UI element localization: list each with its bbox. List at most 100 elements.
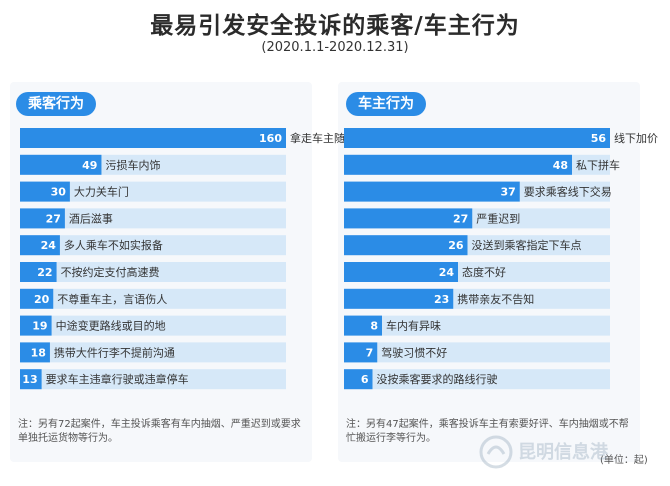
bar-category-label: 严重迟到 [476,211,520,225]
bar [344,288,454,309]
bar-track [20,315,286,336]
driver-note: 注：另有47起案件，乘客投诉车主有索要好评、车内抽烟或不帮忙搬运行李等行为。 [346,419,629,444]
bar [344,262,458,282]
bar-value-label: 27 [46,212,61,225]
bar-category-label: 要求车主违章行驶或违章停车 [46,372,189,386]
bar-row: 160 拿走车主随用物品 [20,128,378,148]
bar-value-label: 20 [34,293,50,306]
bar-track [344,342,610,363]
bar-row: 30 大力关车门 [20,181,286,202]
bar-category-label: 车内有异味 [386,319,441,333]
bar-track [20,369,286,390]
bar-row: 13 要求车主违章行驶或违章停车 [20,369,286,390]
bar-value-label: 22 [37,266,52,279]
bar-category-label: 携带大件行李不提前沟通 [54,345,175,359]
bar-value-label: 26 [448,239,464,252]
bar-category-label: 不尊重车主，言语伤人 [57,292,167,306]
bar [20,262,57,282]
bar-row: 27 酒后滋事 [20,208,286,229]
bar-value-label: 13 [22,373,37,386]
bar-value-label: 48 [553,159,568,172]
bar [20,154,102,175]
bar-track [20,342,286,363]
bar [20,342,50,363]
bar-value-label: 30 [51,186,67,199]
passenger-section-label: 乘客行为 [16,92,96,116]
bar-track [20,181,286,202]
bar [344,342,378,363]
bar-row: 8 车内有异味 [344,315,610,336]
bar [344,315,382,336]
bar [20,235,60,256]
bar-row: 24 多人乘车不如实报备 [20,235,286,256]
bar-row: 18 携带大件行李不提前沟通 [20,342,286,363]
bar [344,208,473,229]
passenger-note: 注：另有72起案件，车主投诉乘客有车内抽烟、严重迟到或要求单独托运货物等行为。 [18,419,301,444]
unit-label: (单位：起) [600,455,648,466]
bar-row: 22 不按约定支付高速费 [20,262,286,282]
bar-category-label: 大力关车门 [74,185,129,199]
bar-value-label: 160 [259,132,282,145]
bar-value-label: 49 [82,159,97,172]
bar-category-label: 中途变更路线或目的地 [56,319,166,333]
bar-value-label: 24 [439,266,455,279]
bar-row: 20 不尊重车主，言语伤人 [20,288,286,309]
bar-value-label: 56 [591,132,607,145]
bar-track [20,235,286,256]
bar [20,208,65,229]
bar-value-label: 8 [370,320,378,333]
bar-value-label: 27 [453,212,468,225]
bar-category-label: 携带亲友不告知 [457,292,534,306]
bar-track [20,208,286,229]
bar-row: 37 要求乘客线下交易 [344,181,612,202]
bar-track [344,369,610,390]
bar [344,235,468,256]
bar [20,181,70,202]
bar-row: 23 携带亲友不告知 [344,288,610,309]
bar [344,128,610,148]
bar [344,369,373,390]
driver-section-label: 车主行为 [346,92,426,116]
bar-category-label: 酒后滋事 [69,212,113,225]
bar-row: 48 私下拼车 [344,154,620,175]
bar-category-label: 态度不好 [462,265,506,279]
bar-row: 27 严重迟到 [344,208,610,229]
bar-row: 24 态度不好 [344,262,610,282]
bar-row: 6 没按乘客要求的路线行驶 [344,369,610,390]
date-range: (2020.1.1-2020.12.31) [261,40,409,55]
bar-row: 56 线下加价 [344,128,658,148]
watermark-logo-icon [479,435,513,469]
bar-category-label: 驾驶习惯不好 [381,345,447,359]
bar-track [20,262,286,282]
bar-category-label: 多人乘车不如实报备 [64,238,163,252]
bar [344,181,520,202]
bar-value-label: 6 [361,373,369,386]
passenger-bar-chart: 160 拿走车主随用物品 49 污损车内饰 30 大力关车门 27 酒后滋事 24 多人乘车不如实… [20,128,378,390]
bar [20,315,52,336]
watermark-text: 昆明信息港 [518,442,608,463]
bar-category-label: 没送到乘客指定下车点 [472,238,582,252]
bar-category-label: 不按约定支付高速费 [61,265,160,279]
bar-row: 26 没送到乘客指定下车点 [344,235,610,256]
bar-row: 49 污损车内饰 [20,154,286,175]
bar-row: 7 驾驶习惯不好 [344,342,610,363]
bar-category-label: 私下拼车 [576,158,620,172]
bar-track [20,288,286,309]
bar-value-label: 19 [32,320,47,333]
bar-row: 19 中途变更路线或目的地 [20,315,286,336]
bar-track [344,315,610,336]
bar-value-label: 23 [434,293,449,306]
bar [20,369,42,390]
bar-category-label: 线下加价 [614,131,658,145]
bar [344,154,572,175]
bar [20,128,286,148]
bar-category-label: 要求乘客线下交易 [524,185,612,199]
bar [20,288,54,309]
bar-value-label: 18 [31,346,46,359]
bar-value-label: 7 [366,346,374,359]
driver-bar-chart: 56 线下加价 48 私下拼车 37 要求乘客线下交易 27 严重迟到 26 没送到乘客指定下车点… [344,128,658,390]
bar-value-label: 37 [500,186,515,199]
page-title: 最易引发安全投诉的乘客/车主行为 [150,13,520,39]
bar-category-label: 没按乘客要求的路线行驶 [377,372,498,386]
bar-category-label: 污损车内饰 [105,158,160,172]
